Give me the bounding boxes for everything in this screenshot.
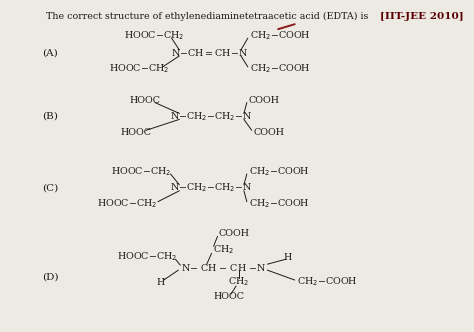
Text: CH$_2$: CH$_2$ <box>228 276 250 288</box>
Text: HOOC$-$CH$_2$: HOOC$-$CH$_2$ <box>117 251 177 264</box>
Text: CH$_2$$-$COOH: CH$_2$$-$COOH <box>250 62 310 75</box>
Text: (B): (B) <box>43 112 58 121</box>
Text: CH$_2$$-$COOH: CH$_2$$-$COOH <box>249 166 310 178</box>
Text: CH$_2$$-$COOH: CH$_2$$-$COOH <box>297 276 357 288</box>
Text: N$-$CH$_2$$-$CH$_2$$-$N: N$-$CH$_2$$-$CH$_2$$-$N <box>171 182 253 194</box>
Text: N$-$ CH $-$ CH $-$N: N$-$ CH $-$ CH $-$N <box>181 262 266 273</box>
Text: H: H <box>156 278 165 287</box>
Text: N$-$CH$=$CH$-$N: N$-$CH$=$CH$-$N <box>171 47 248 58</box>
Text: (A): (A) <box>43 48 58 57</box>
Text: CH$_2$$-$COOH: CH$_2$$-$COOH <box>250 30 310 42</box>
Text: HOOC$-$CH$_2$: HOOC$-$CH$_2$ <box>111 166 171 178</box>
Text: HOOC: HOOC <box>121 128 152 137</box>
Text: COOH: COOH <box>254 128 285 137</box>
Text: (C): (C) <box>43 183 59 192</box>
Text: N$-$CH$_2$$-$CH$_2$$-$N: N$-$CH$_2$$-$CH$_2$$-$N <box>171 110 253 123</box>
Text: CH$_2$: CH$_2$ <box>213 243 234 256</box>
Text: H: H <box>284 253 292 262</box>
Text: COOH: COOH <box>249 96 280 105</box>
Text: CH$_2$$-$COOH: CH$_2$$-$COOH <box>249 198 310 210</box>
Text: HOOC$-$CH$_2$: HOOC$-$CH$_2$ <box>109 62 169 75</box>
Text: COOH: COOH <box>219 229 249 238</box>
Text: The correct structure of ethylenediaminetetraacetic acid (EDTA) is: The correct structure of ethylenediamine… <box>46 12 368 22</box>
Text: (D): (D) <box>43 273 59 282</box>
Text: [IIT-JEE 2010]: [IIT-JEE 2010] <box>380 12 464 21</box>
Text: HOOC: HOOC <box>214 292 245 301</box>
Text: HOOC$-$CH$_2$: HOOC$-$CH$_2$ <box>124 30 184 42</box>
Text: HOOC: HOOC <box>129 96 161 105</box>
Text: HOOC$-$CH$_2$: HOOC$-$CH$_2$ <box>97 198 157 210</box>
